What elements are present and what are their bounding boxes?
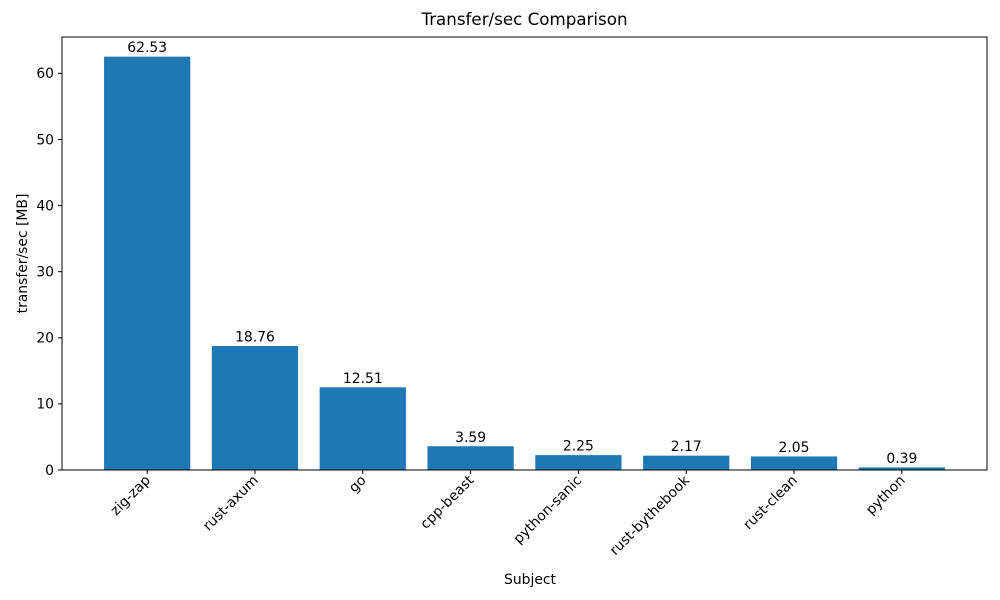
chart-title: Transfer/sec Comparison bbox=[420, 9, 627, 29]
bar bbox=[535, 455, 622, 470]
y-tick-label: 10 bbox=[36, 397, 54, 413]
x-tick-label: cpp-beast bbox=[417, 472, 477, 532]
bar-value-label: 18.76 bbox=[235, 329, 275, 345]
bar-value-label: 2.25 bbox=[563, 439, 594, 455]
y-tick-label: 50 bbox=[36, 132, 54, 148]
bar bbox=[104, 56, 191, 471]
x-tick-label: rust-clean bbox=[740, 473, 801, 534]
bar bbox=[319, 387, 406, 470]
plot-area: 0 10 20 30 40 50 60 62.53 zig-zap 18.76 rust-axum 1… bbox=[36, 36, 988, 559]
bar-value-label: 2.05 bbox=[779, 440, 810, 456]
bar-value-label: 62.53 bbox=[127, 40, 167, 56]
bar bbox=[427, 446, 514, 470]
x-tick-label: python bbox=[863, 473, 909, 519]
bar-value-label: 12.51 bbox=[343, 371, 383, 387]
bar bbox=[750, 456, 838, 470]
bar-value-label: 0.39 bbox=[886, 451, 917, 467]
y-axis-label: transfer/sec [MB] bbox=[15, 194, 31, 314]
bar bbox=[858, 467, 945, 470]
bar-value-label: 3.59 bbox=[455, 430, 486, 446]
x-tick-label: rust-bythebook bbox=[607, 473, 693, 559]
y-tick-label: 30 bbox=[36, 264, 54, 280]
x-tick-label: go bbox=[346, 473, 370, 497]
axes-frame bbox=[61, 36, 988, 471]
x-axis-label: Subject bbox=[504, 572, 556, 588]
bar bbox=[643, 455, 730, 470]
y-tick-label: 0 bbox=[45, 463, 54, 479]
y-tick-label: 40 bbox=[36, 198, 54, 214]
x-tick-label: zig-zap bbox=[108, 472, 155, 519]
bar-value-label: 2.17 bbox=[671, 439, 702, 455]
y-tick-label: 20 bbox=[36, 331, 54, 347]
x-tick-label: python-sanic bbox=[511, 473, 586, 548]
x-tick-label: rust-axum bbox=[200, 473, 262, 535]
bar bbox=[211, 345, 299, 470]
y-tick-label: 60 bbox=[36, 66, 54, 82]
